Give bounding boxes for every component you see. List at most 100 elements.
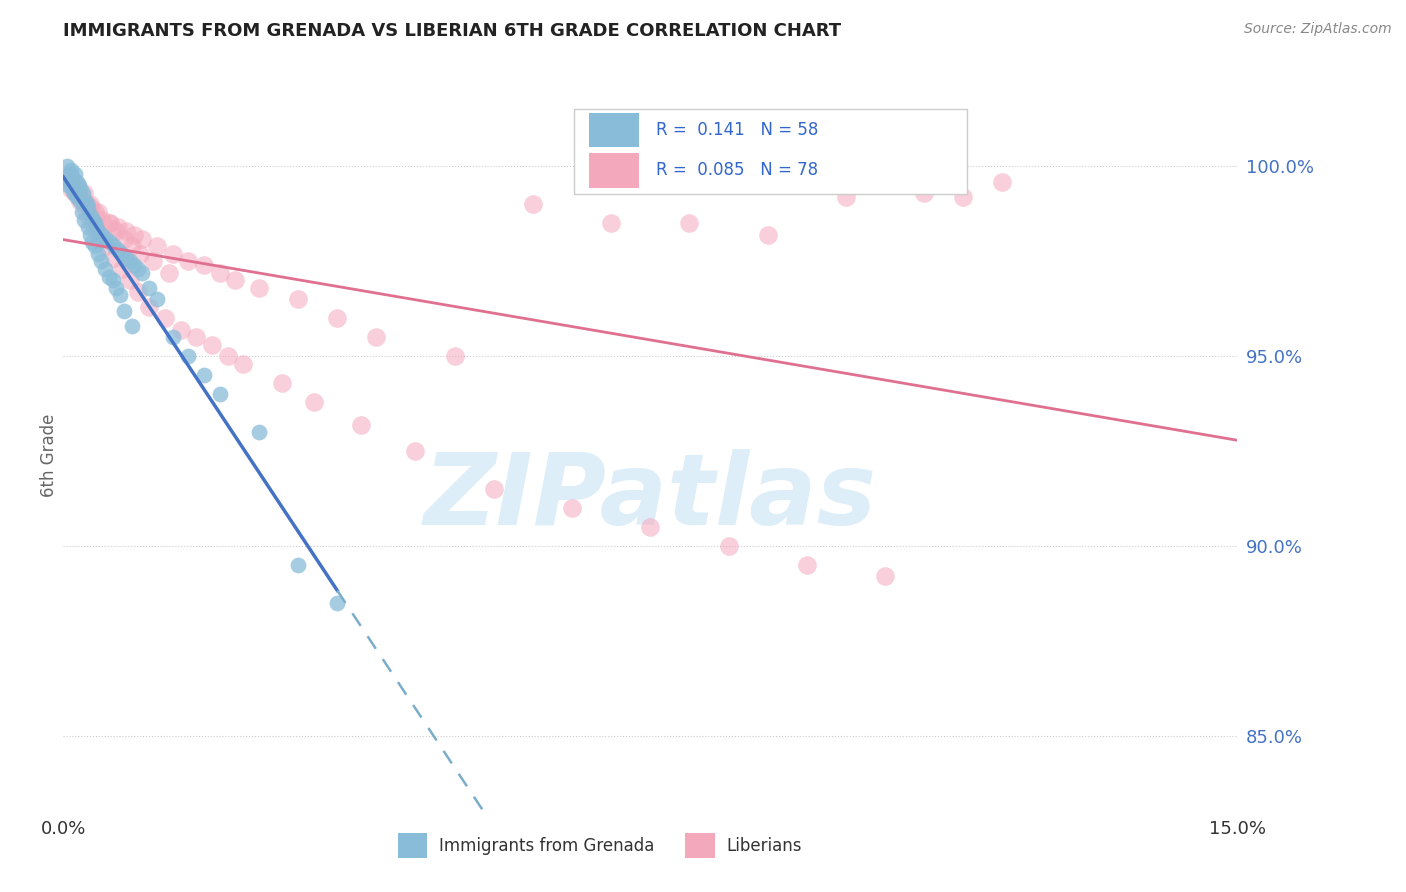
Point — [67, 178, 90, 193]
Point — [177, 254, 200, 268]
Point — [640, 520, 662, 534]
Point — [66, 186, 89, 200]
Point — [83, 205, 105, 219]
Point — [63, 167, 86, 181]
Point — [84, 220, 107, 235]
Point — [90, 231, 112, 245]
Point — [118, 273, 141, 287]
Point — [69, 194, 91, 208]
Point — [232, 357, 254, 371]
Point — [76, 197, 98, 211]
Point — [94, 261, 117, 276]
Point — [90, 254, 112, 268]
Point — [60, 182, 83, 196]
Point — [76, 197, 98, 211]
Point — [98, 235, 121, 250]
Point — [131, 231, 153, 245]
Point — [63, 186, 86, 200]
Point — [56, 160, 79, 174]
Point — [98, 216, 121, 230]
Point — [72, 194, 94, 208]
Text: R =  0.085   N = 78: R = 0.085 N = 78 — [657, 161, 818, 179]
Point — [169, 323, 191, 337]
Point — [522, 197, 544, 211]
Point — [111, 261, 134, 276]
Point — [122, 227, 145, 242]
Point — [350, 417, 373, 432]
Point — [482, 482, 505, 496]
Point — [678, 216, 700, 230]
Point — [115, 224, 138, 238]
Point — [77, 209, 100, 223]
Point — [118, 254, 141, 268]
Point — [756, 227, 779, 242]
Point — [153, 311, 176, 326]
Point — [271, 376, 294, 390]
Point — [247, 281, 270, 295]
Point — [177, 349, 200, 363]
Point — [96, 239, 118, 253]
Point — [835, 190, 858, 204]
Point — [63, 182, 86, 196]
Point — [82, 212, 104, 227]
Point — [122, 258, 145, 272]
Point — [366, 330, 388, 344]
Point — [91, 227, 114, 242]
Point — [121, 318, 143, 333]
Point — [72, 186, 94, 200]
Point — [75, 201, 97, 215]
Point — [62, 170, 84, 185]
Point — [70, 190, 93, 204]
Point — [991, 175, 1014, 189]
Point — [56, 175, 79, 189]
Point — [193, 368, 215, 383]
Point — [326, 596, 349, 610]
Point — [79, 197, 101, 211]
Point — [60, 163, 83, 178]
Point — [82, 216, 104, 230]
Point — [67, 190, 90, 204]
Point — [193, 258, 215, 272]
FancyBboxPatch shape — [589, 113, 638, 147]
Point — [110, 288, 132, 302]
Point — [101, 273, 124, 287]
Text: Source: ZipAtlas.com: Source: ZipAtlas.com — [1244, 22, 1392, 37]
Point — [58, 175, 80, 189]
Point — [131, 266, 153, 280]
Point — [875, 569, 897, 583]
Text: Liberians: Liberians — [727, 837, 801, 855]
Point — [287, 293, 309, 307]
Point — [112, 303, 135, 318]
Point — [142, 254, 165, 268]
Point — [103, 239, 125, 253]
Point — [326, 311, 349, 326]
Point — [405, 444, 427, 458]
Point — [157, 266, 180, 280]
Point — [59, 175, 82, 189]
Point — [443, 349, 465, 363]
Point — [208, 387, 231, 401]
FancyBboxPatch shape — [686, 833, 714, 858]
Point — [79, 201, 101, 215]
Point — [56, 170, 79, 185]
Point — [84, 239, 107, 253]
Point — [162, 246, 184, 260]
Point — [600, 216, 623, 230]
Point — [162, 330, 184, 344]
Point — [107, 243, 129, 257]
Point — [247, 425, 270, 439]
Point — [73, 212, 96, 227]
Point — [302, 394, 325, 409]
Text: IMMIGRANTS FROM GRENADA VS LIBERIAN 6TH GRADE CORRELATION CHART: IMMIGRANTS FROM GRENADA VS LIBERIAN 6TH … — [63, 22, 841, 40]
Point — [62, 178, 84, 193]
Point — [65, 178, 87, 193]
Point — [86, 205, 108, 219]
Point — [105, 281, 128, 295]
Text: R =  0.141   N = 58: R = 0.141 N = 58 — [657, 121, 818, 139]
Point — [105, 224, 128, 238]
Point — [83, 216, 105, 230]
Point — [60, 182, 83, 196]
Point — [146, 239, 169, 253]
FancyBboxPatch shape — [589, 153, 638, 187]
Point — [69, 182, 91, 196]
